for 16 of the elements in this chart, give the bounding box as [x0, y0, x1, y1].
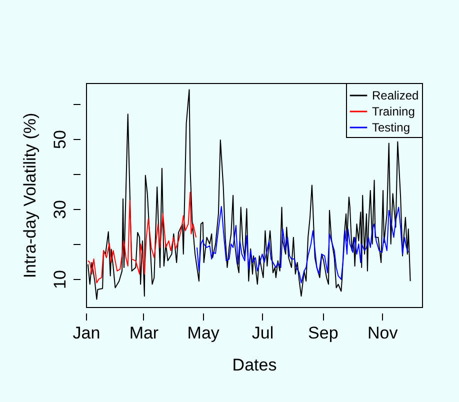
x-tick-label: Jul	[252, 324, 274, 342]
x-tick-label: Jan	[72, 324, 100, 342]
x-tick-label: Nov	[367, 324, 398, 342]
y-axis-title: Intra-day Volatility (%)	[20, 112, 40, 278]
line-series	[196, 206, 409, 284]
y-tick-label: 30	[50, 200, 70, 219]
x-tick-label: Mar	[129, 324, 159, 342]
legend-label: Testing	[372, 120, 410, 134]
legend-label: Realized	[372, 88, 419, 102]
x-tick-label: Sep	[308, 324, 338, 342]
x-axis-title: Dates	[232, 356, 277, 374]
y-tick-label: 10	[50, 270, 70, 289]
x-tick-label: May	[187, 324, 220, 342]
legend-label: Training	[372, 104, 415, 118]
y-tick-label: 50	[50, 130, 70, 149]
line-series	[87, 192, 197, 284]
